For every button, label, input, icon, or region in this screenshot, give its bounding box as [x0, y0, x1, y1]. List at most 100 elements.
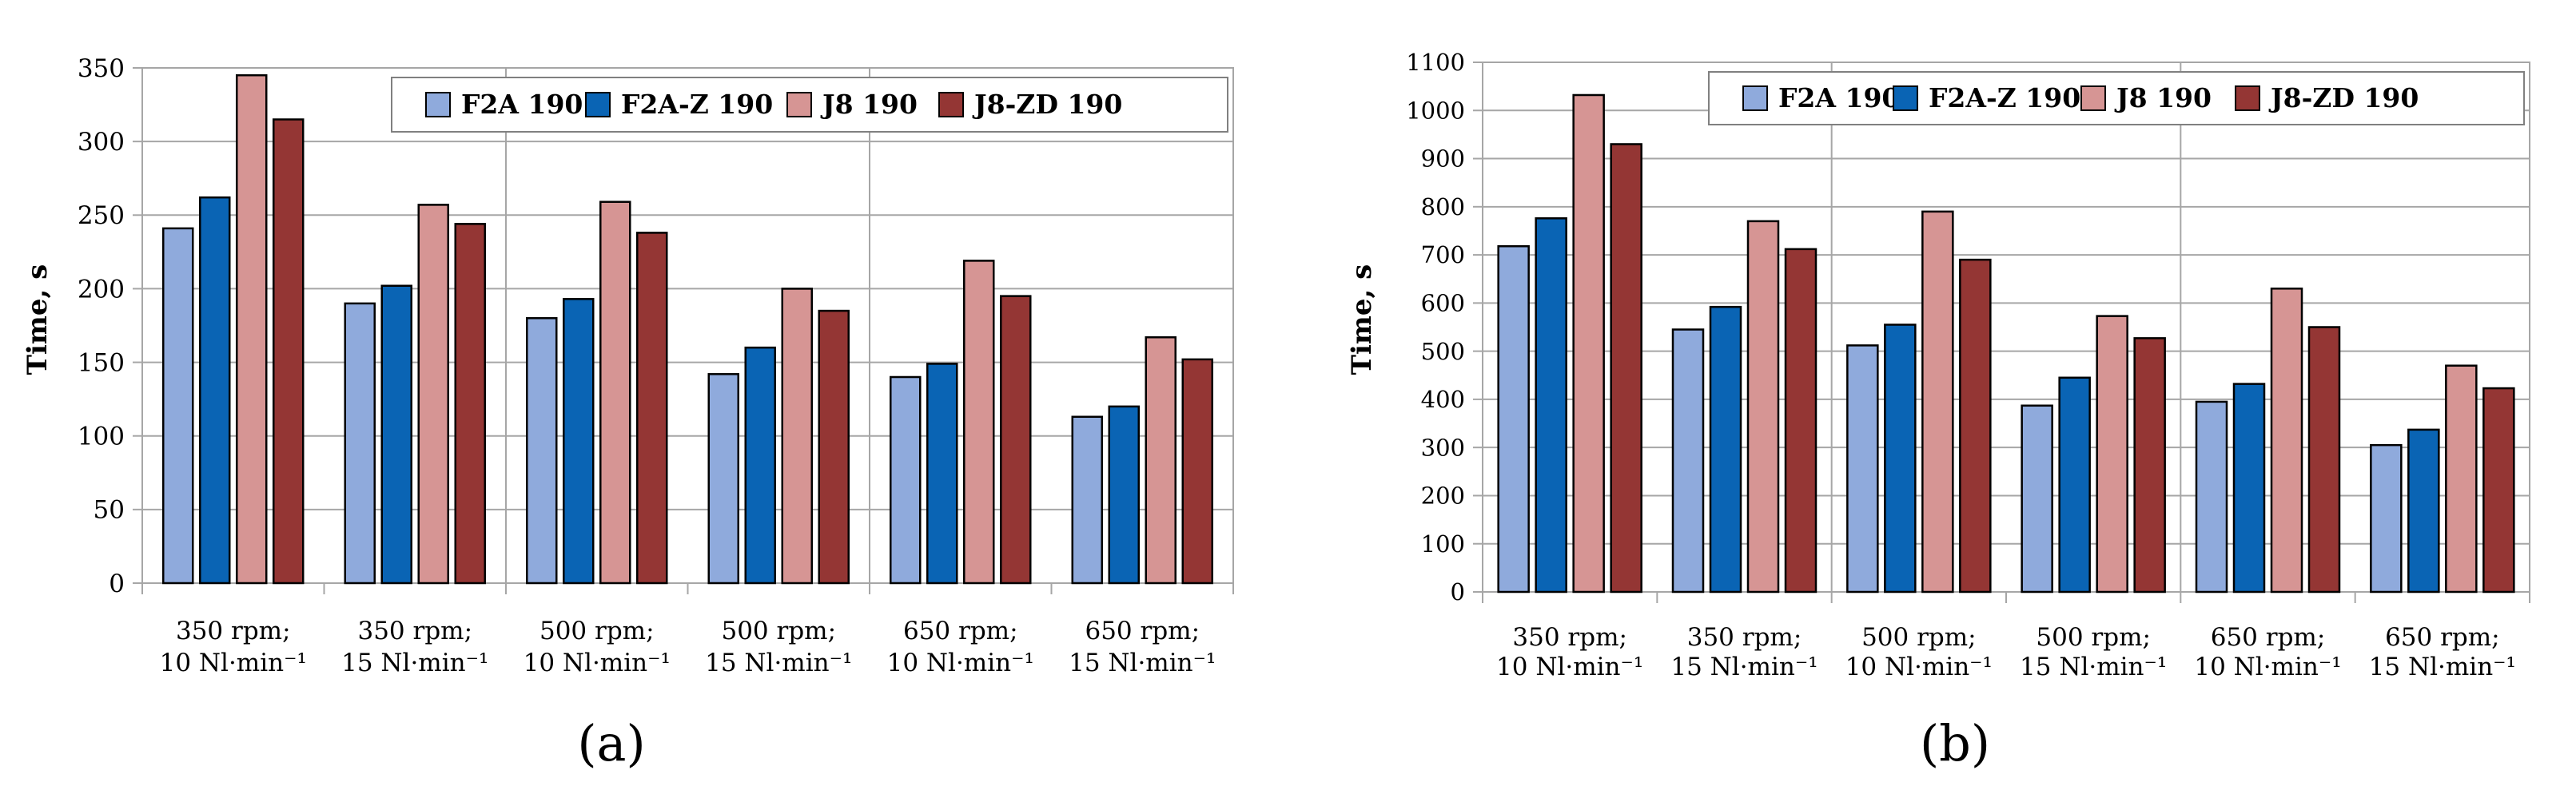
bar-f2a-190 — [2195, 400, 2228, 594]
bar-j8-zd-190 — [1181, 358, 1213, 585]
x-category-label-line2: 10 Nl·min⁻¹ — [2194, 653, 2341, 681]
y-tick-label: 0 — [1451, 578, 1465, 605]
legend-swatch — [786, 92, 812, 117]
bar-j8-190 — [417, 204, 449, 585]
bar-f2a-190 — [1071, 415, 1103, 585]
bar-j8-190 — [1572, 93, 1605, 594]
bar-j8-zd-190 — [1610, 143, 1642, 594]
y-tick-label: 200 — [78, 275, 125, 304]
bar-f2a-z-190 — [1108, 405, 1140, 585]
x-category-label-line1: 350 rpm; — [176, 617, 291, 645]
x-category-label-line1: 350 rpm; — [357, 617, 472, 645]
y-tick-label: 300 — [78, 128, 125, 157]
y-axis-label: Time, s — [22, 264, 54, 375]
legend-label: J8-ZD 190 — [2268, 82, 2419, 113]
bar-j8-zd-190 — [636, 232, 668, 585]
legend-swatch — [938, 92, 964, 117]
legend-swatch — [1893, 85, 1918, 111]
plot-frame — [141, 67, 1234, 584]
bar-j8-zd-190 — [2133, 337, 2166, 594]
bar-f2a-z-190 — [1535, 217, 1567, 594]
bar-j8-190 — [1145, 335, 1177, 585]
bar-j8-zd-190 — [273, 118, 305, 585]
legend-label: J8 190 — [2114, 82, 2212, 113]
bar-f2a-z-190 — [1709, 305, 1742, 594]
y-tick-label: 350 — [78, 54, 125, 83]
legend-label: J8-ZD 190 — [972, 89, 1122, 120]
legend-swatch — [1742, 85, 1768, 111]
bar-j8-190 — [1921, 210, 1954, 594]
bar-f2a-190 — [1846, 344, 1879, 594]
y-tick-label: 1000 — [1406, 97, 1465, 124]
bar-f2a-z-190 — [1884, 324, 1917, 594]
bar-f2a-z-190 — [926, 363, 958, 585]
legend-swatch — [585, 92, 611, 117]
bar-j8-zd-190 — [2307, 326, 2341, 594]
y-tick-label: 200 — [1421, 482, 1465, 510]
bar-f2a-190 — [2021, 404, 2053, 594]
x-category-label-line1: 650 rpm; — [903, 617, 1018, 645]
legend-label: F2A 190 — [1778, 82, 1900, 113]
y-axis-label: Time, s — [1346, 264, 1378, 375]
bar-j8-190 — [781, 288, 813, 585]
panel-label: (b) — [1920, 714, 1990, 772]
bar-f2a-190 — [2370, 443, 2403, 594]
bar-f2a-z-190 — [199, 196, 231, 585]
legend-swatch — [2235, 85, 2260, 111]
bar-f2a-z-190 — [563, 298, 595, 585]
y-tick-label: 700 — [1421, 241, 1465, 268]
legend-swatch — [425, 92, 451, 117]
bar-j8-zd-190 — [1784, 248, 1818, 594]
y-tick-label: 500 — [1421, 338, 1465, 365]
y-tick-label: 600 — [1421, 290, 1465, 317]
y-tick-label: 1100 — [1406, 49, 1465, 76]
x-category-label-line2: 15 Nl·min⁻¹ — [2369, 653, 2516, 681]
y-tick-label: 150 — [78, 348, 125, 377]
bar-j8-190 — [963, 260, 995, 585]
y-tick-label: 50 — [94, 496, 125, 525]
legend-label: F2A-Z 190 — [1929, 82, 2080, 113]
bar-j8-zd-190 — [454, 223, 486, 585]
x-category-label-line1: 500 rpm; — [2036, 623, 2151, 652]
bar-j8-zd-190 — [1000, 295, 1032, 585]
x-category-label-line2: 10 Nl·min⁻¹ — [887, 649, 1034, 677]
x-category-label-line2: 15 Nl·min⁻¹ — [2020, 653, 2167, 681]
bar-f2a-190 — [707, 373, 739, 585]
bar-j8-zd-190 — [1959, 258, 1992, 594]
bar-f2a-z-190 — [2407, 428, 2440, 594]
x-category-label-line2: 15 Nl·min⁻¹ — [341, 649, 488, 677]
y-tick-label: 900 — [1421, 145, 1465, 173]
legend-box — [1708, 71, 2525, 125]
y-tick-label: 250 — [78, 201, 125, 230]
bar-f2a-z-190 — [2232, 383, 2266, 594]
x-category-label-line2: 10 Nl·min⁻¹ — [1496, 653, 1643, 681]
y-tick-label: 100 — [1421, 530, 1465, 558]
y-tick-label: 0 — [109, 570, 125, 598]
legend-label: F2A 190 — [461, 89, 583, 120]
bar-j8-190 — [1746, 220, 1780, 594]
legend-label: J8 190 — [820, 89, 918, 120]
x-category-label-line2: 10 Nl·min⁻¹ — [524, 649, 671, 677]
bar-f2a-190 — [344, 302, 376, 585]
y-tick-label: 300 — [1421, 434, 1465, 461]
x-category-label-line1: 500 rpm; — [721, 617, 836, 645]
x-category-label-line1: 500 rpm; — [539, 617, 655, 645]
bar-j8-zd-190 — [818, 309, 850, 585]
bar-f2a-190 — [890, 375, 922, 585]
x-category-label-line2: 10 Nl·min⁻¹ — [160, 649, 307, 677]
legend-swatch — [2080, 85, 2106, 111]
y-tick-label: 400 — [1421, 386, 1465, 413]
x-category-label-line2: 15 Nl·min⁻¹ — [705, 649, 852, 677]
bar-j8-190 — [2445, 364, 2478, 594]
bar-j8-zd-190 — [2482, 387, 2515, 594]
x-category-label-line1: 500 rpm; — [1861, 623, 1977, 652]
x-category-label-line2: 15 Nl·min⁻¹ — [1670, 653, 1818, 681]
bar-j8-190 — [236, 73, 268, 585]
bar-j8-190 — [2270, 288, 2303, 594]
bar-f2a-z-190 — [2058, 376, 2091, 594]
y-tick-label: 100 — [78, 423, 125, 451]
bar-j8-190 — [599, 200, 631, 585]
x-category-label-line1: 350 rpm; — [1687, 623, 1802, 652]
